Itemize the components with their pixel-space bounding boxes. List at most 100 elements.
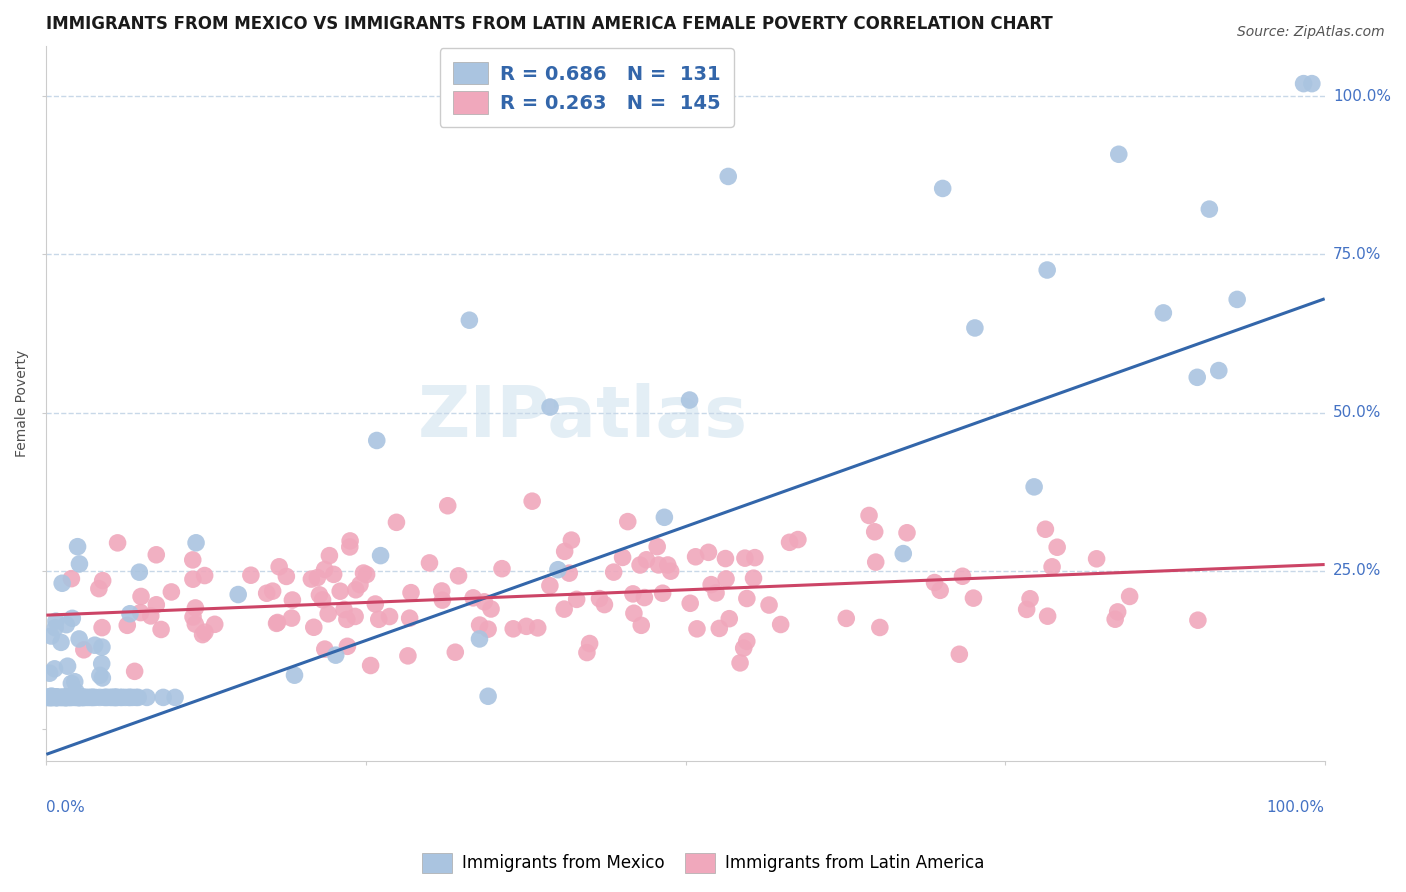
Point [896, 525, 918, 540]
Text: 25.0%: 25.0% [1333, 564, 1381, 578]
Point [45, 614, 67, 628]
Point [356, 567, 378, 582]
Point [46, 690, 69, 705]
Point [378, 609, 401, 624]
Point [1085, 551, 1108, 566]
Point [55, 690, 77, 705]
Point [430, 584, 453, 599]
Point [645, 540, 668, 554]
Point [276, 569, 298, 583]
Point [554, 544, 576, 558]
Point [55, 690, 77, 705]
Point [520, 494, 543, 508]
Point [360, 658, 382, 673]
Point [733, 641, 755, 656]
Point [53, 690, 76, 705]
Legend: R = 0.686   N =  131, R = 0.263   N =  145: R = 0.686 N = 131, R = 0.263 N = 145 [440, 48, 734, 128]
Point [44, 621, 66, 635]
Point [463, 591, 485, 605]
Point [160, 585, 183, 599]
Point [477, 622, 499, 636]
Point [90, 657, 112, 671]
Point [697, 545, 720, 559]
Point [124, 665, 146, 679]
Point [82, 690, 104, 705]
Text: 75.0%: 75.0% [1333, 247, 1381, 262]
Point [714, 572, 737, 586]
Point [101, 690, 124, 705]
Legend: Immigrants from Mexico, Immigrants from Latin America: Immigrants from Mexico, Immigrants from … [415, 847, 991, 880]
Point [49, 690, 72, 705]
Point [280, 611, 302, 625]
Point [787, 533, 810, 547]
Point [73, 642, 96, 657]
Point [929, 583, 952, 598]
Point [63, 687, 86, 701]
Point [283, 668, 305, 682]
Point [418, 556, 440, 570]
Point [1024, 480, 1046, 494]
Point [129, 606, 152, 620]
Point [336, 612, 359, 626]
Point [1036, 609, 1059, 624]
Point [686, 622, 709, 636]
Point [38, 690, 60, 705]
Point [370, 549, 392, 563]
Point [91, 574, 114, 588]
Point [1301, 77, 1323, 91]
Point [714, 551, 737, 566]
Point [89, 668, 111, 682]
Point [91, 640, 114, 654]
Point [339, 540, 361, 554]
Point [49, 635, 72, 649]
Point [314, 642, 336, 657]
Point [58, 690, 80, 705]
Point [91, 621, 114, 635]
Point [685, 549, 707, 564]
Point [734, 551, 756, 566]
Point [79, 690, 101, 705]
Point [55, 690, 77, 705]
Point [194, 568, 217, 582]
Point [45, 690, 67, 705]
Point [322, 567, 344, 582]
Point [526, 621, 548, 635]
Point [472, 595, 495, 609]
Point [44, 690, 66, 705]
Point [125, 690, 148, 705]
Point [333, 602, 356, 616]
Point [45, 690, 67, 705]
Text: ZIPatlas: ZIPatlas [418, 383, 748, 452]
Point [344, 582, 367, 597]
Point [353, 566, 375, 580]
Point [344, 609, 367, 624]
Point [129, 590, 152, 604]
Point [558, 566, 581, 581]
Point [308, 588, 330, 602]
Y-axis label: Female Poverty: Female Poverty [15, 350, 30, 457]
Point [60, 676, 83, 690]
Point [1108, 147, 1130, 161]
Point [194, 625, 217, 640]
Point [37, 690, 59, 705]
Point [281, 593, 304, 607]
Point [52, 690, 75, 705]
Point [468, 618, 491, 632]
Point [72, 690, 94, 705]
Point [931, 181, 953, 195]
Point [39, 690, 62, 705]
Point [256, 586, 278, 600]
Point [110, 690, 132, 705]
Point [139, 609, 162, 624]
Point [65, 690, 87, 705]
Point [329, 584, 352, 599]
Point [118, 607, 141, 621]
Point [744, 550, 766, 565]
Point [127, 690, 149, 705]
Text: Source: ZipAtlas.com: Source: ZipAtlas.com [1237, 25, 1385, 39]
Point [678, 392, 700, 407]
Point [602, 565, 624, 579]
Point [858, 508, 880, 523]
Point [575, 646, 598, 660]
Point [191, 627, 214, 641]
